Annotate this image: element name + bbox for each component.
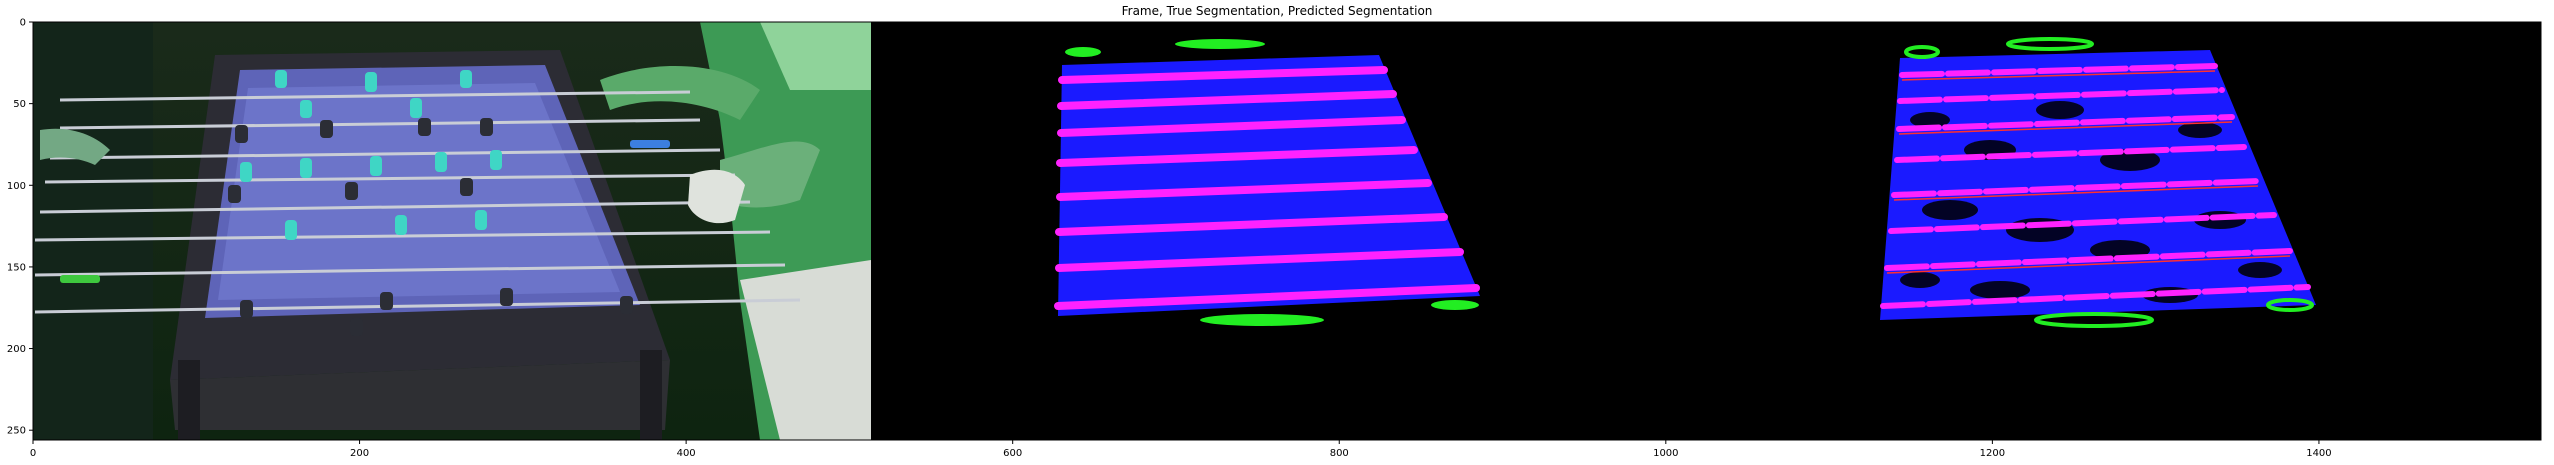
x-tick-label: 800	[1330, 448, 1349, 459]
x-tick-label: 1200	[1980, 448, 2005, 459]
figure-title: Frame, True Segmentation, Predicted Segm…	[1121, 4, 1433, 18]
panel-frame	[33, 22, 871, 440]
y-tick-label: 250	[7, 426, 26, 437]
x-tick-label: 600	[1003, 448, 1022, 459]
y-tick-label: 200	[7, 344, 26, 355]
panel-true-segmentation	[871, 22, 1709, 440]
axes-frame	[32, 21, 2542, 441]
x-tick-label: 1000	[1653, 448, 1678, 459]
y-axis: 0 50 100 150 200 250	[7, 18, 33, 437]
y-tick-label: 100	[7, 181, 26, 192]
panel-predicted-segmentation	[1709, 22, 2541, 440]
x-tick-label: 0	[30, 448, 36, 459]
x-tick-label: 400	[677, 448, 696, 459]
y-tick-label: 0	[20, 18, 26, 29]
x-axis: 0 200 400 600 800 1000 1200 1400	[30, 440, 2332, 459]
y-tick-label: 150	[7, 262, 26, 273]
x-tick-label: 200	[350, 448, 369, 459]
x-tick-label: 1400	[2306, 448, 2331, 459]
y-tick-label: 50	[13, 99, 26, 110]
